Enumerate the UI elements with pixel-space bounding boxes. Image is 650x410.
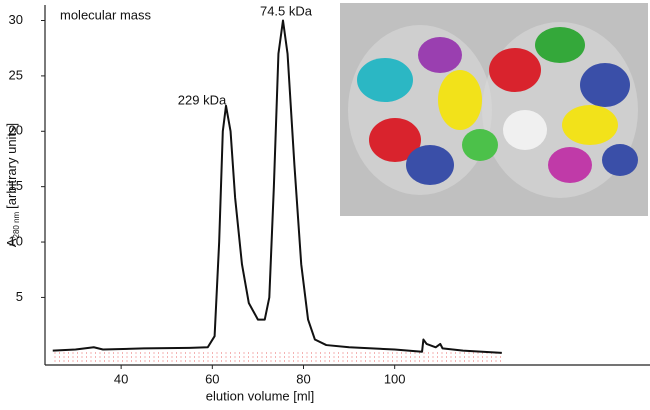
x-tick-label: 40 — [114, 371, 128, 386]
x-tick-label: 80 — [296, 371, 310, 386]
annotation: molecular mass — [60, 7, 152, 22]
y-tick-label: 15 — [9, 178, 23, 193]
x-axis-label: elution volume [ml] — [206, 388, 314, 403]
x-tick-label: 100 — [384, 371, 406, 386]
y-tick-label: 5 — [16, 289, 23, 304]
annotation: 74.5 kDa — [260, 3, 313, 18]
trace — [52, 19, 502, 354]
y-label-main: A — [4, 238, 19, 247]
annotation: 229 kDa — [178, 92, 227, 107]
y-label-rest: [arbitrary units] — [4, 123, 19, 209]
y-tick-label: 20 — [9, 123, 23, 138]
y-axis-label: A280 nm [arbitrary units] — [4, 123, 21, 247]
y-tick-label: 30 — [9, 12, 23, 27]
fraction-markers — [52, 350, 502, 362]
y-label-sub: 280 nm — [12, 211, 21, 238]
y-tick-label: 10 — [9, 233, 23, 248]
x-tick-label: 60 — [205, 371, 219, 386]
structure-inset — [340, 3, 648, 216]
y-tick-label: 25 — [9, 67, 23, 82]
